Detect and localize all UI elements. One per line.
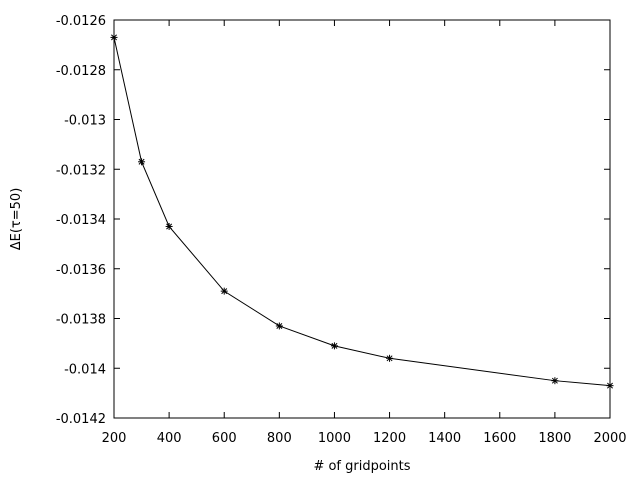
x-tick-label: 800 [267,431,292,446]
x-tick-label: 1800 [538,431,571,446]
data-point [165,222,173,230]
y-tick-label: -0.0142 [56,412,106,427]
y-tick-label: -0.0134 [56,213,106,228]
y-axis-title: ΔE(τ=50) [9,188,24,251]
x-tick-label: 1000 [318,431,351,446]
data-point [386,354,394,362]
x-tick-label: 600 [212,431,237,446]
data-point [330,342,338,350]
x-tick-label: 1200 [373,431,406,446]
x-tick-label: 400 [157,431,182,446]
y-tick-label: -0.0128 [56,64,106,79]
x-tick-label: 1600 [483,431,516,446]
y-tick-label: -0.0126 [56,14,106,29]
x-tick-label: 1400 [428,431,461,446]
data-point [551,377,559,385]
plot-area [110,33,614,390]
y-tick-label: -0.0138 [56,313,106,328]
y-tick-label: -0.013 [64,114,106,129]
x-axis-title: # of gridpoints [313,459,410,474]
plot-frame [113,19,611,419]
x-tick-label: 2000 [593,431,626,446]
y-tick-label: -0.014 [64,362,106,377]
y-tick-label: -0.0132 [56,163,106,178]
ticks: 200 400 600 800 1000 1200 1400 1600 1800 2000 -0.0… [56,14,627,446]
y-tick-label: -0.0136 [56,263,106,278]
data-point [138,158,146,166]
x-tick-label: 200 [102,431,127,446]
data-point [220,287,228,295]
data-point [275,322,283,330]
